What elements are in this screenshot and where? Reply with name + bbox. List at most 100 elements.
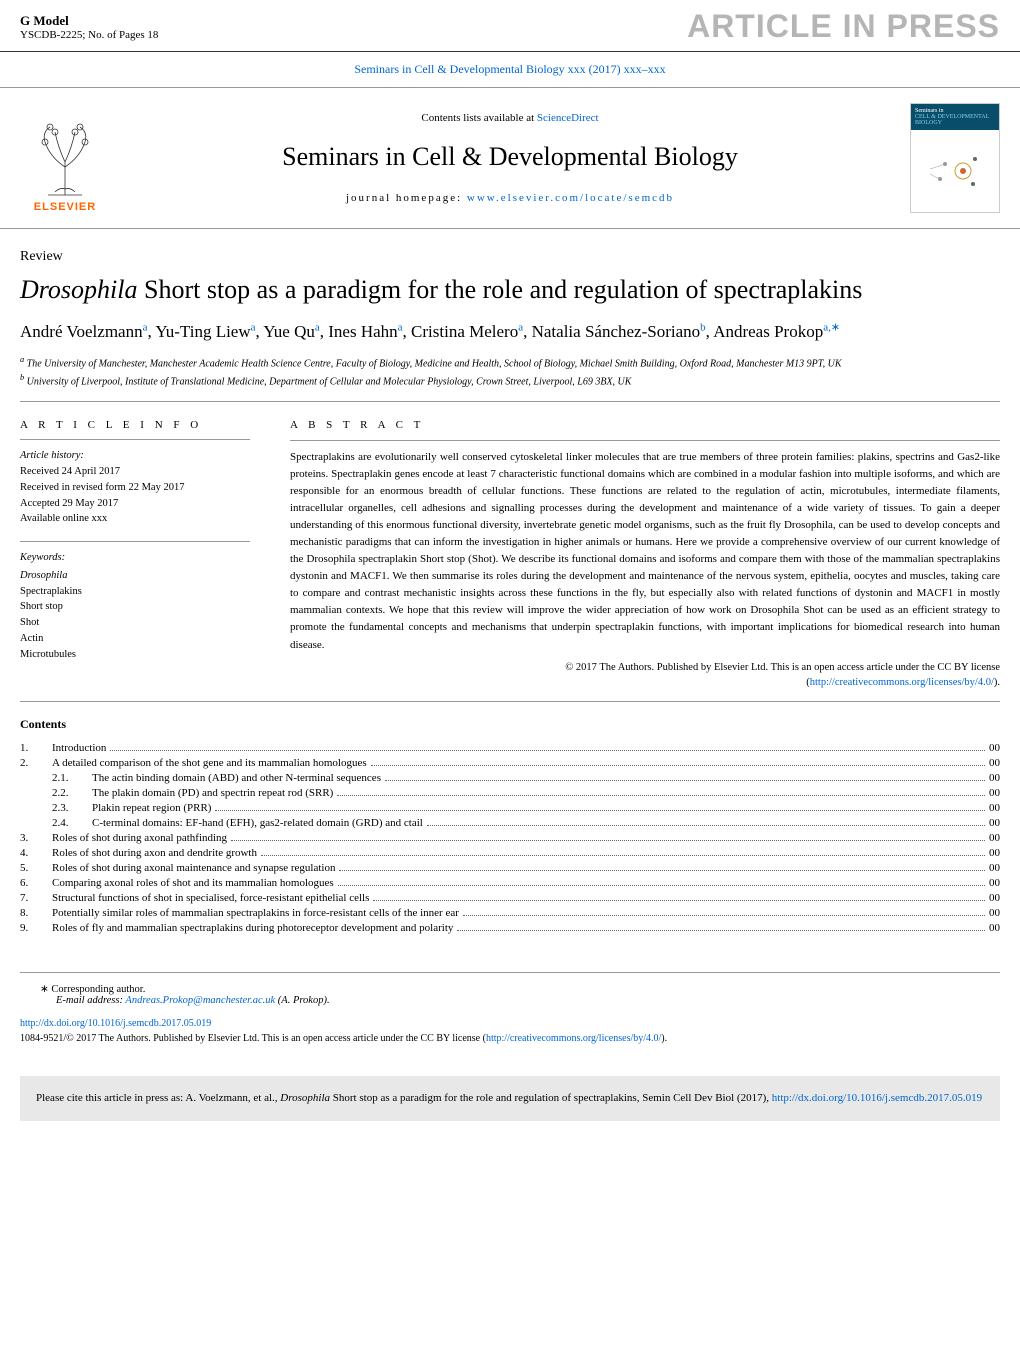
- author: Cristina Meleroa: [411, 322, 523, 341]
- toc-text: Introduction: [52, 742, 106, 754]
- keywords-block: Keywords: Drosophila Spectraplakins Shor…: [20, 541, 250, 662]
- toc-text: Structural functions of shot in speciali…: [52, 892, 369, 904]
- cite-prefix: Please cite this article in press as: A.…: [36, 1092, 280, 1104]
- affiliations: a The University of Manchester, Manchest…: [0, 354, 1020, 401]
- cite-link[interactable]: http://dx.doi.org/10.1016/j.semcdb.2017.…: [772, 1092, 982, 1104]
- elsevier-logo: ELSEVIER: [20, 103, 110, 213]
- cite-italic: Drosophila: [280, 1092, 330, 1104]
- corr-email[interactable]: Andreas.Prokop@manchester.ac.uk: [125, 995, 275, 1006]
- copyright-block: © 2017 The Authors. Published by Elsevie…: [290, 660, 1000, 692]
- contents-line: Contents lists available at ScienceDirec…: [130, 112, 890, 124]
- toc-num: 2.: [20, 757, 52, 769]
- toc-num: 9.: [20, 922, 52, 934]
- toc-dots: [231, 840, 985, 841]
- toc-page: 00: [989, 922, 1000, 934]
- toc-line: 2.3.Plakin repeat region (PRR) 00: [20, 802, 1000, 814]
- online-date: Available online xxx: [20, 511, 250, 527]
- issn-line: 1084-9521/© 2017 The Authors. Published …: [20, 1031, 1000, 1046]
- journal-cover-thumb: Seminars in CELL & DEVELOPMENTAL BIOLOGY: [910, 103, 1000, 213]
- toc-text: Roles of shot during axonal maintenance …: [52, 862, 335, 874]
- toc-subnum: 2.3.: [52, 802, 92, 814]
- toc-page: 00: [989, 787, 1000, 799]
- toc-line: 8.Potentially similar roles of mammalian…: [20, 907, 1000, 919]
- keyword: Short stop: [20, 599, 250, 615]
- email-suffix: (A. Prokop).: [275, 995, 329, 1006]
- toc-line: 2.2.The plakin domain (PD) and spectrin …: [20, 787, 1000, 799]
- toc-subnum: 2.4.: [52, 817, 92, 829]
- toc-dots: [338, 885, 985, 886]
- toc-line: 2.4.C-terminal domains: EF-hand (EFH), g…: [20, 817, 1000, 829]
- homepage-link[interactable]: www.elsevier.com/locate/semcdb: [467, 192, 674, 204]
- elsevier-label: ELSEVIER: [34, 201, 96, 213]
- keyword: Spectraplakins: [20, 584, 250, 600]
- toc-page: 00: [989, 757, 1000, 769]
- info-abstract-block: a r t i c l e i n f o Article history: R…: [0, 402, 1020, 701]
- authors-line: André Voelzmanna, Yu-Ting Liewa, Yue Qua…: [0, 319, 1020, 355]
- toc-dots: [371, 765, 985, 766]
- toc-page: 00: [989, 742, 1000, 754]
- toc-text: Plakin repeat region (PRR): [92, 802, 211, 814]
- toc-text: Comparing axonal roles of shot and its m…: [52, 877, 334, 889]
- revised-date: Received in revised form 22 May 2017: [20, 480, 250, 496]
- cc-link[interactable]: http://creativecommons.org/licenses/by/4…: [810, 677, 994, 688]
- masthead-center: Contents lists available at ScienceDirec…: [110, 112, 910, 204]
- toc-line: 7.Structural functions of shot in specia…: [20, 892, 1000, 904]
- contents-prefix: Contents lists available at: [421, 112, 536, 124]
- toc-dots: [373, 900, 985, 901]
- toc-text: Potentially similar roles of mammalian s…: [52, 907, 459, 919]
- article-in-press-banner: ARTICLE IN PRESS: [687, 8, 1000, 45]
- toc-num: 4.: [20, 847, 52, 859]
- cover-body: [911, 130, 999, 212]
- toc-num: 1.: [20, 742, 52, 754]
- toc-num: 3.: [20, 832, 52, 844]
- toc-num: 6.: [20, 877, 52, 889]
- toc-page: 00: [989, 802, 1000, 814]
- g-model-block: G Model YSCDB-2225; No. of Pages 18: [20, 13, 158, 41]
- toc-page: 00: [989, 832, 1000, 844]
- keyword: Microtubules: [20, 647, 250, 663]
- toc-line: 4.Roles of shot during axon and dendrite…: [20, 847, 1000, 859]
- abstract-heading: a b s t r a c t: [290, 417, 1000, 441]
- author: Ines Hahna: [328, 322, 402, 341]
- author: Yu-Ting Liewa: [155, 322, 255, 341]
- doi-section: http://dx.doi.org/10.1016/j.semcdb.2017.…: [0, 1006, 1020, 1056]
- toc-dots: [261, 855, 985, 856]
- citation-box: Please cite this article in press as: A.…: [20, 1076, 1000, 1121]
- toc-text: A detailed comparison of the shot gene a…: [52, 757, 367, 769]
- toc-page: 00: [989, 847, 1000, 859]
- homepage-prefix: journal homepage:: [346, 192, 467, 204]
- cc-link-footer[interactable]: http://creativecommons.org/licenses/by/4…: [486, 1033, 661, 1044]
- title-italic: Drosophila: [20, 275, 138, 304]
- copyright-line1: © 2017 The Authors. Published by Elsevie…: [565, 662, 1000, 673]
- author: Andreas Prokopa,∗: [713, 322, 840, 341]
- author: Yue Qua: [263, 322, 319, 341]
- journal-title: Seminars in Cell & Developmental Biology: [130, 142, 890, 172]
- title-rest: Short stop as a paradigm for the role an…: [138, 275, 863, 304]
- copyright-close: ).: [994, 677, 1000, 688]
- toc-line: 3.Roles of shot during axonal pathfindin…: [20, 832, 1000, 844]
- journal-ref-text[interactable]: Seminars in Cell & Developmental Biology…: [354, 62, 665, 76]
- toc-line: 1.Introduction 00: [20, 742, 1000, 754]
- author: Natalia Sánchez-Sorianob: [532, 322, 706, 341]
- affiliation-b: b University of Liverpool, Institute of …: [20, 372, 1000, 389]
- toc-page: 00: [989, 772, 1000, 784]
- toc-text: The actin binding domain (ABD) and other…: [92, 772, 381, 784]
- toc-line: 5.Roles of shot during axonal maintenanc…: [20, 862, 1000, 874]
- cover-art-icon: [925, 149, 985, 194]
- abstract-text: Spectraplakins are evolutionarily well c…: [290, 449, 1000, 654]
- toc-line: 2.A detailed comparison of the shot gene…: [20, 757, 1000, 769]
- toc-subnum: 2.1.: [52, 772, 92, 784]
- keyword: Actin: [20, 631, 250, 647]
- toc-subnum: 2.2.: [52, 787, 92, 799]
- sciencedirect-link[interactable]: ScienceDirect: [537, 112, 599, 124]
- toc-text: C-terminal domains: EF-hand (EFH), gas2-…: [92, 817, 423, 829]
- article-type: Review: [0, 229, 1020, 269]
- doi-link[interactable]: http://dx.doi.org/10.1016/j.semcdb.2017.…: [20, 1018, 211, 1029]
- affiliation-a: a The University of Manchester, Manchest…: [20, 354, 1000, 371]
- toc-text: Roles of shot during axon and dendrite g…: [52, 847, 257, 859]
- contents-section: Contents 1.Introduction002.A detailed co…: [0, 702, 1020, 952]
- keywords-label: Keywords:: [20, 550, 250, 566]
- toc-dots: [339, 870, 985, 871]
- toc-text: Roles of shot during axonal pathfinding: [52, 832, 227, 844]
- g-model-label: G Model: [20, 13, 158, 29]
